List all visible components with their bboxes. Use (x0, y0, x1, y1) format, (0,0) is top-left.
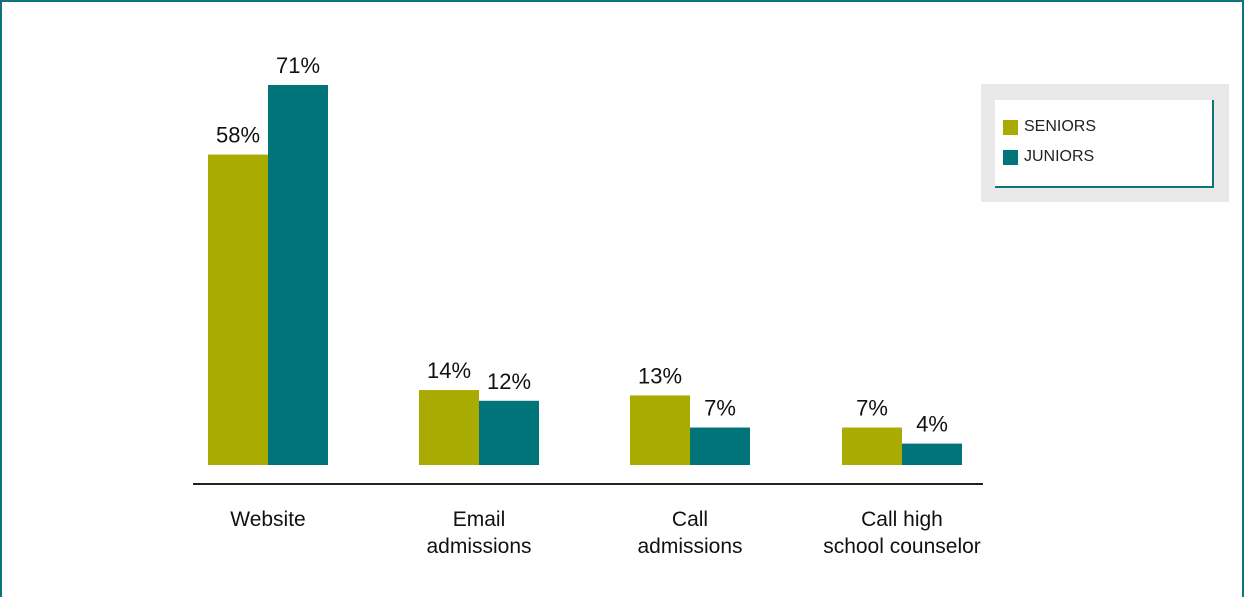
legend-label-juniors: JUNIORS (1024, 148, 1095, 165)
data-label-seniors-3: 13% (638, 363, 682, 388)
data-label-juniors-2: 12% (487, 369, 531, 394)
bar-seniors-3 (630, 395, 690, 465)
category-label-3: Call admissions (637, 508, 742, 558)
legend-item-juniors: JUNIORS (1003, 148, 1094, 166)
bar-seniors-1 (208, 154, 268, 466)
data-label-juniors-4: 4% (916, 412, 948, 437)
category-label-2: Email admissions (426, 508, 531, 558)
data-label-seniors-4: 7% (856, 396, 888, 421)
bar-seniors-4 (842, 427, 902, 465)
legend-label-seniors: SENIORS (1024, 118, 1097, 135)
category-label-4: Call high school counselor (823, 508, 981, 558)
bar-juniors-2 (479, 400, 539, 465)
legend-box: SENIORS JUNIORS (995, 100, 1214, 188)
bar-seniors-2 (419, 390, 479, 465)
bar-juniors-1 (268, 85, 328, 465)
legend-swatch-juniors (1003, 149, 1018, 165)
data-label-seniors-2: 14% (427, 358, 471, 383)
data-label-juniors-1: 71% (276, 53, 320, 78)
legend-swatch-seniors (1003, 119, 1018, 135)
data-label-juniors-3: 7% (704, 396, 736, 421)
legend-item-seniors: SENIORS (1003, 118, 1096, 136)
legend: SENIORS JUNIORS (981, 84, 1229, 202)
bar-juniors-3 (690, 427, 750, 465)
bar-juniors-4 (902, 443, 962, 465)
category-label-1: Website (230, 508, 305, 531)
data-label-seniors-1: 58% (216, 123, 260, 148)
